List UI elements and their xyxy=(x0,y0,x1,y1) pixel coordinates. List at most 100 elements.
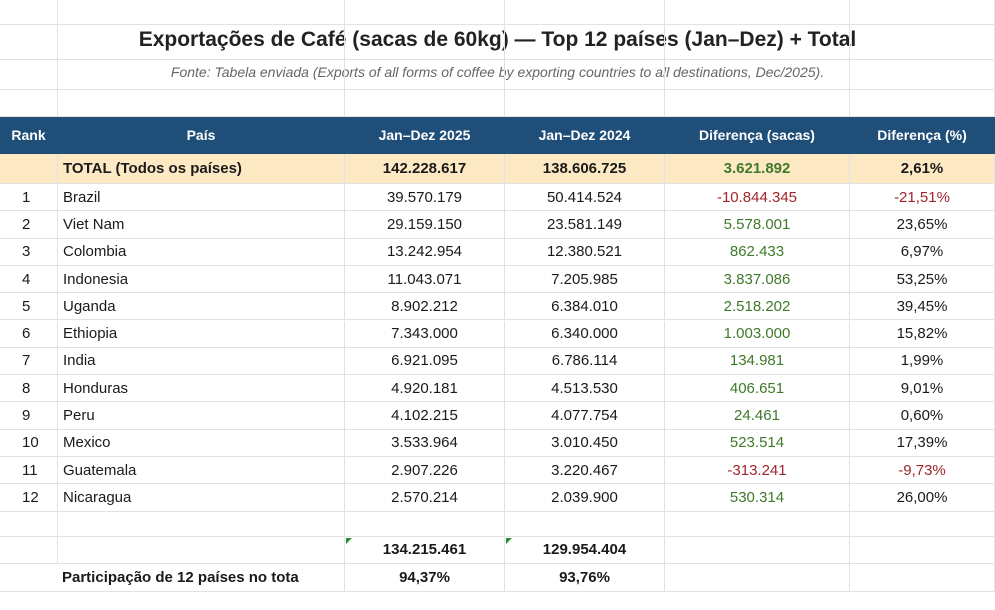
table-cell: 6.786.114 xyxy=(505,347,665,376)
cell xyxy=(345,511,505,537)
cell xyxy=(665,90,850,117)
table-cell: -313.241 xyxy=(665,457,850,485)
total-cell: TOTAL (Todos os países) xyxy=(58,154,345,184)
share-label: Participação de 12 países no tota xyxy=(0,563,345,592)
table-cell: 6,97% xyxy=(850,238,995,266)
table-cell: 4.513.530 xyxy=(505,375,665,403)
cell xyxy=(850,563,995,592)
cell xyxy=(345,90,505,117)
table-cell: 13.242.954 xyxy=(345,238,505,266)
header-cell: Jan–Dez 2025 xyxy=(345,117,505,154)
table-cell: 3.010.450 xyxy=(505,429,665,457)
cell xyxy=(505,511,665,537)
table-cell: 1,99% xyxy=(850,347,995,376)
table-cell: India xyxy=(58,347,345,376)
table-cell: 2.039.900 xyxy=(505,484,665,512)
cell xyxy=(665,60,850,90)
table-cell: 39,45% xyxy=(850,293,995,321)
table-cell: 3 xyxy=(0,238,58,266)
cell xyxy=(0,90,58,117)
table-cell: -9,73% xyxy=(850,457,995,485)
table-cell: 6 xyxy=(0,320,58,348)
table-cell: 4.102.215 xyxy=(345,402,505,430)
share-cell: 94,37% xyxy=(345,563,505,592)
table-cell: Colombia xyxy=(58,238,345,266)
table-cell: 24.461 xyxy=(665,402,850,430)
table-cell: 7.205.985 xyxy=(505,265,665,294)
table-cell: 50.414.524 xyxy=(505,184,665,212)
cell xyxy=(505,25,665,60)
table-cell: Nicaragua xyxy=(58,484,345,512)
header-cell: País xyxy=(58,117,345,154)
table-cell: 26,00% xyxy=(850,484,995,512)
cell xyxy=(850,25,995,60)
cell xyxy=(58,90,345,117)
table-cell: 134.981 xyxy=(665,347,850,376)
table-cell: 5.578.001 xyxy=(665,211,850,239)
table-cell: 0,60% xyxy=(850,402,995,430)
cell xyxy=(0,511,58,537)
table-cell: 29.159.150 xyxy=(345,211,505,239)
header-cell: Diferença (%) xyxy=(850,117,995,154)
table-cell: 3.837.086 xyxy=(665,265,850,294)
cell xyxy=(0,0,58,25)
table-cell: 9,01% xyxy=(850,375,995,403)
table-cell: 4.077.754 xyxy=(505,402,665,430)
total-cell: 142.228.617 xyxy=(345,154,505,184)
table-cell: 39.570.179 xyxy=(345,184,505,212)
table-cell: -21,51% xyxy=(850,184,995,212)
cell xyxy=(665,511,850,537)
table-cell: 406.651 xyxy=(665,375,850,403)
cell xyxy=(345,60,505,90)
table-cell: 2.570.214 xyxy=(345,484,505,512)
table-cell: 11.043.071 xyxy=(345,265,505,294)
table-cell: Guatemala xyxy=(58,457,345,485)
header-cell: Diferença (sacas) xyxy=(665,117,850,154)
table-cell: 3.533.964 xyxy=(345,429,505,457)
table-cell: 523.514 xyxy=(665,429,850,457)
table-cell: 10 xyxy=(0,429,58,457)
table-cell: 1 xyxy=(0,184,58,212)
total-cell xyxy=(0,154,58,184)
table-cell: 2 xyxy=(0,211,58,239)
header-cell: Jan–Dez 2024 xyxy=(505,117,665,154)
table-cell: 5 xyxy=(0,293,58,321)
cell xyxy=(850,60,995,90)
table-cell: Uganda xyxy=(58,293,345,321)
table-cell: 7 xyxy=(0,347,58,376)
cell xyxy=(665,25,850,60)
cell xyxy=(58,511,345,537)
cell xyxy=(665,0,850,25)
header-cell: Rank xyxy=(0,117,58,154)
table-cell: Mexico xyxy=(58,429,345,457)
cell xyxy=(0,536,58,564)
cell xyxy=(505,90,665,117)
cell-marker xyxy=(506,537,512,544)
table-cell: 9 xyxy=(0,402,58,430)
share-cell: 93,76% xyxy=(505,563,665,592)
cell xyxy=(850,90,995,117)
subtitle: Fonte: Tabela enviada (Exports of all fo… xyxy=(170,64,825,80)
cell xyxy=(58,536,345,564)
table-cell: -10.844.345 xyxy=(665,184,850,212)
cell xyxy=(345,25,505,60)
table-cell: Peru xyxy=(58,402,345,430)
cell xyxy=(665,563,850,592)
cell xyxy=(0,60,58,90)
table-cell: Viet Nam xyxy=(58,211,345,239)
sum-cell: 134.215.461 xyxy=(345,536,505,564)
table-cell: 6.921.095 xyxy=(345,347,505,376)
cell xyxy=(0,25,58,60)
table-cell: Brazil xyxy=(58,184,345,212)
cell xyxy=(505,0,665,25)
total-cell: 2,61% xyxy=(850,154,995,184)
table-cell: 12.380.521 xyxy=(505,238,665,266)
table-cell: 3.220.467 xyxy=(505,457,665,485)
table-cell: 1.003.000 xyxy=(665,320,850,348)
cell xyxy=(850,0,995,25)
table-cell: 4.920.181 xyxy=(345,375,505,403)
table-cell: Ethiopia xyxy=(58,320,345,348)
title: Exportações de Café (sacas de 60kg) — To… xyxy=(138,28,857,51)
cell xyxy=(58,60,345,90)
